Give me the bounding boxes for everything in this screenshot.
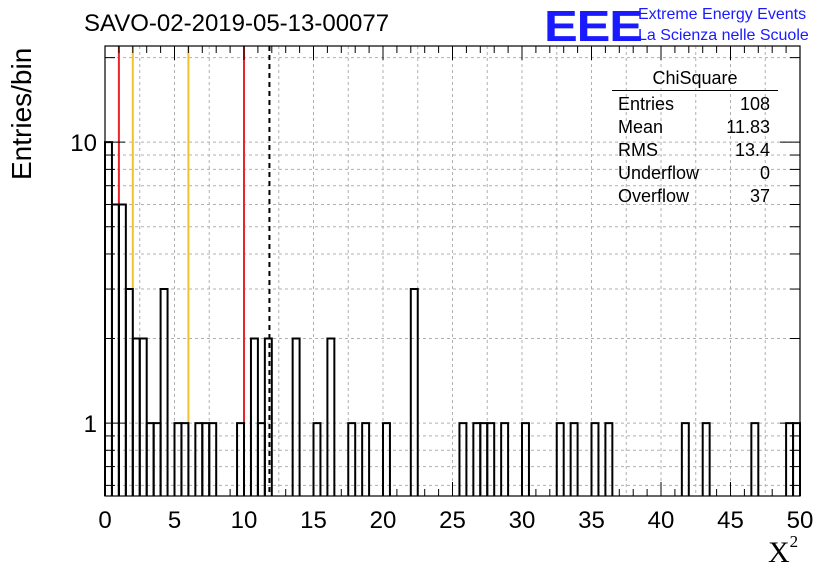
logo-caption-line2: La Scienza nelle Scuole: [638, 27, 809, 44]
stats-row-rms: RMS 13.4: [612, 139, 778, 162]
histogram-bin: [138, 337, 148, 496]
stats-label: Overflow: [618, 186, 690, 206]
histogram-bin: [131, 337, 141, 496]
chart-title: SAVO-02-2019-05-13-00077: [84, 10, 390, 37]
x-tick-label: 50: [787, 507, 814, 534]
histogram-bin: [236, 422, 245, 496]
histogram-bin: [180, 422, 190, 496]
x-tick-label: 45: [717, 507, 744, 534]
x-tick-label: 40: [648, 507, 675, 534]
stats-label: Entries: [618, 94, 675, 114]
eee-logo: EEE: [544, 2, 643, 51]
histogram-bin: [680, 422, 690, 496]
histogram-bin: [263, 337, 273, 496]
logo-caption: Extreme Energy Events La Scienza nelle S…: [638, 4, 809, 46]
x-tick-label: 0: [98, 507, 111, 534]
histogram-bin: [159, 288, 169, 496]
histogram-bin: [604, 422, 614, 496]
x-axis-label-base: X: [768, 536, 790, 569]
x-tick-label: 10: [231, 507, 258, 534]
stats-value: 37: [749, 186, 770, 206]
stats-label: Mean: [618, 117, 664, 137]
histogram-bin: [521, 422, 530, 496]
x-tick-label: 35: [578, 507, 605, 534]
histogram-bin: [208, 422, 218, 496]
histogram-bin: [701, 422, 711, 496]
histogram-bin: [312, 422, 322, 496]
x-tick-label: 30: [509, 507, 536, 534]
stats-row-entries: Entries 108: [612, 93, 778, 116]
stats-row-overflow: Overflow 37: [612, 185, 778, 208]
stats-label: Underflow: [618, 163, 700, 183]
stats-value: 108: [739, 94, 770, 114]
stats-row-underflow: Underflow 0: [612, 162, 778, 185]
histogram-bin: [569, 422, 579, 496]
histogram-bin: [117, 203, 127, 496]
histogram-bin: [326, 337, 336, 496]
histogram-bin: [486, 422, 496, 496]
x-tick-label: 5: [168, 507, 181, 534]
y-tick-label: 10: [70, 130, 97, 157]
histogram-bin: [750, 422, 760, 496]
histogram-bin: [110, 203, 120, 496]
stats-box: ChiSquare Entries 108 Mean 11.83 RMS 13.4 U…: [612, 66, 778, 208]
x-axis-label: X2: [768, 532, 798, 570]
histogram-bin: [347, 422, 357, 496]
stats-value: 11.83: [726, 117, 770, 137]
stats-row-mean: Mean 11.83: [612, 116, 778, 139]
histogram-bin: [458, 422, 468, 496]
y-tick-label: 1: [84, 411, 97, 438]
histogram-bin: [104, 141, 113, 496]
x-tick-label: 15: [300, 507, 327, 534]
histogram-bin: [291, 337, 301, 496]
x-axis-label-superscript: 2: [789, 532, 799, 551]
stats-value: 0: [759, 163, 770, 183]
y-axis-label: Entries/bin: [6, 47, 37, 180]
histogram-bin: [590, 422, 600, 496]
histogram-bin: [382, 422, 391, 496]
x-tick-label: 25: [439, 507, 466, 534]
histogram-bin: [555, 422, 565, 496]
logo-caption-line1: Extreme Energy Events: [638, 6, 807, 23]
histogram-bin: [409, 288, 419, 496]
x-tick-label: 20: [370, 507, 397, 534]
stats-title: ChiSquare: [612, 66, 778, 91]
histogram-bin: [249, 337, 259, 496]
histogram-bin: [124, 288, 134, 496]
stats-label: RMS: [618, 140, 658, 160]
histogram-bin: [500, 422, 510, 496]
histogram-bin: [361, 422, 371, 496]
stats-value: 13.4: [734, 140, 770, 160]
